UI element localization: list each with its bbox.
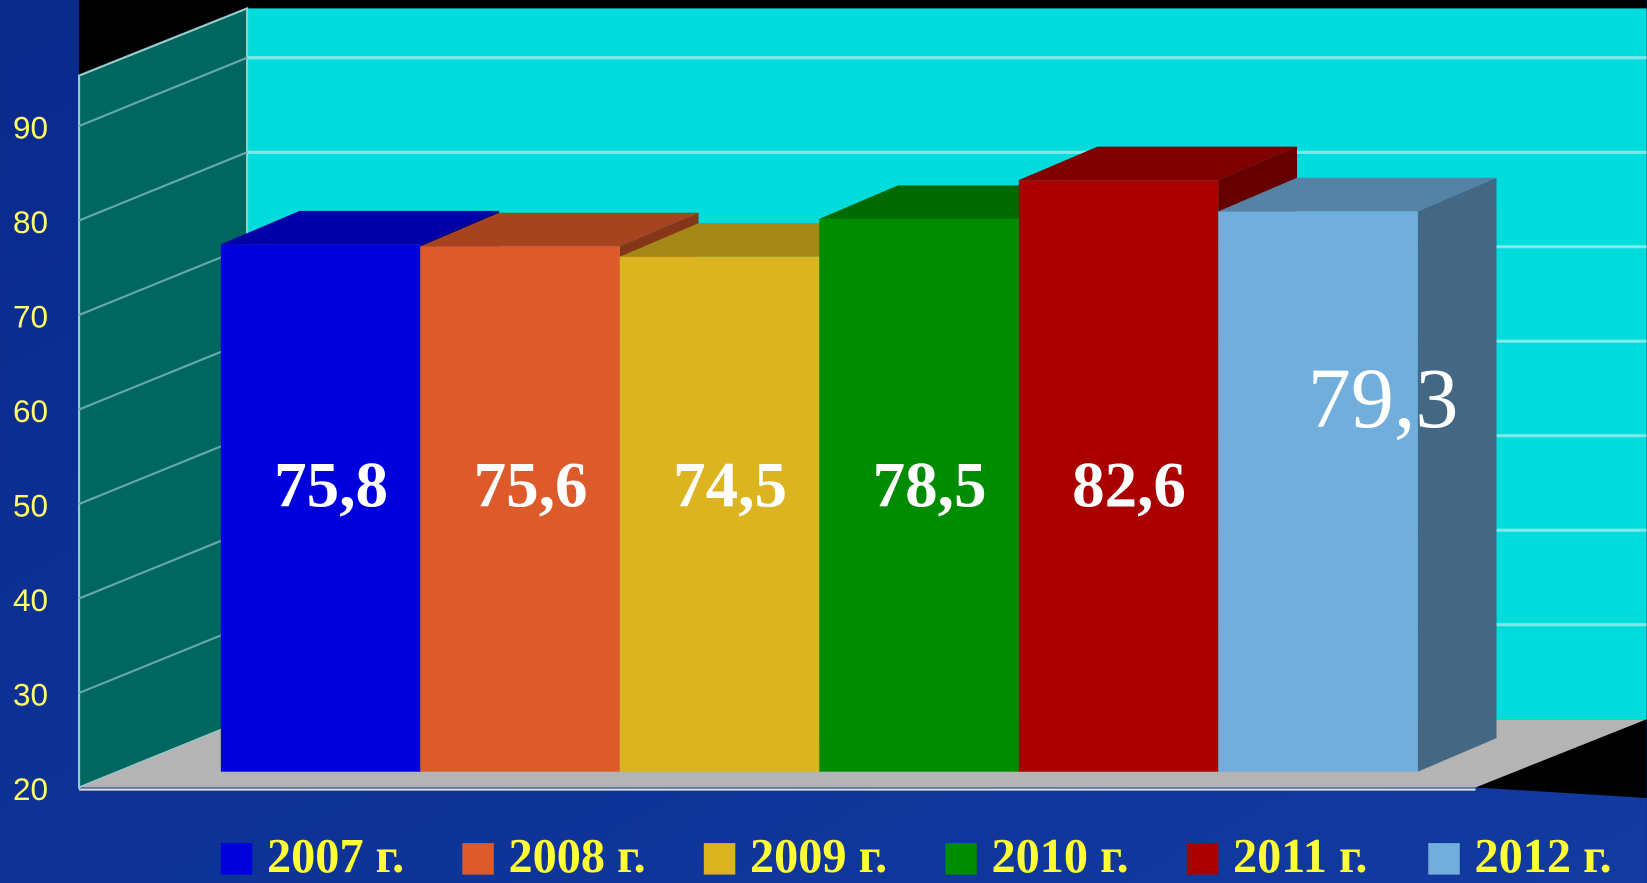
legend-label: 2007 г. (267, 830, 404, 883)
value-label: 79,3 (1308, 350, 1459, 446)
y-tick-label: 30 (13, 676, 48, 712)
y-tick-label: 90 (13, 110, 48, 146)
legend-swatch (1186, 843, 1219, 875)
bar (619, 256, 820, 772)
grid-line (78, 529, 248, 600)
legend-label: 2011 г. (1233, 830, 1368, 883)
legend-label: 2010 г. (991, 830, 1128, 883)
bar (220, 244, 421, 772)
grid-line (78, 56, 248, 127)
bar (1218, 211, 1418, 772)
y-tick-label: 20 (13, 771, 48, 807)
value-label: 75,8 (274, 449, 388, 521)
bar (819, 218, 1019, 772)
bar-top (1218, 177, 1497, 212)
value-label: 74,5 (673, 449, 787, 521)
value-label: 82,6 (1072, 449, 1186, 521)
bar-top (420, 212, 699, 247)
legend-swatch (945, 843, 977, 875)
bar-top (220, 210, 500, 245)
value-label: 75,6 (474, 449, 588, 521)
grid-line (78, 151, 248, 222)
legend-swatch (220, 843, 253, 875)
bar (420, 246, 620, 772)
grid-line (78, 434, 248, 505)
bar-top (1018, 146, 1298, 181)
legend-label: 2012 г. (1474, 830, 1611, 883)
legend-swatch (462, 843, 494, 875)
y-tick-label: 50 (13, 487, 48, 523)
legend-label: 2008 г. (509, 830, 646, 883)
legend-swatch (1428, 843, 1460, 875)
legend-swatch (703, 843, 736, 875)
y-tick-label: 40 (13, 582, 48, 618)
grid-line (78, 340, 248, 411)
grid-line (78, 623, 248, 694)
y-tick-label: 70 (13, 298, 48, 334)
y-tick-label: 60 (13, 393, 48, 429)
grid-line (78, 245, 248, 316)
bar-side (1417, 177, 1497, 772)
legend-label: 2009 г. (750, 830, 887, 883)
bar (1018, 180, 1219, 772)
y-tick-label: 80 (13, 204, 48, 240)
value-label: 78,5 (873, 449, 987, 521)
